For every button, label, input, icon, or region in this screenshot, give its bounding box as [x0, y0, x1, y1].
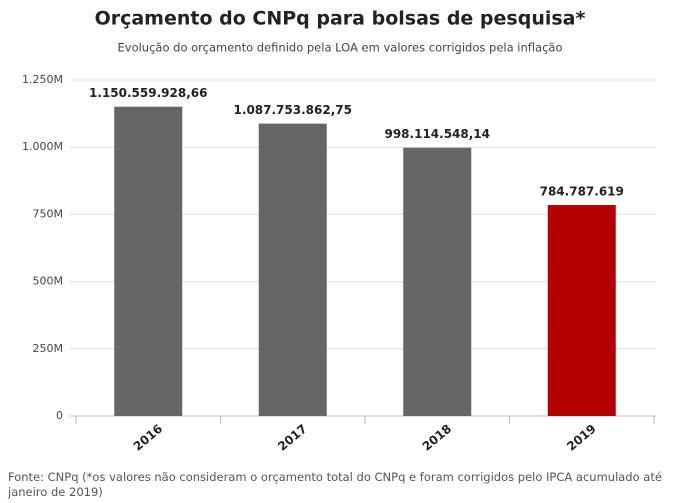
- bar: [114, 106, 183, 416]
- value-label: 998.114.548,14: [384, 127, 490, 141]
- y-tick-label: 1.000M: [22, 140, 63, 153]
- bar: [403, 147, 472, 417]
- y-tick-label: 0: [56, 409, 63, 422]
- value-label: 784.787.619: [540, 185, 624, 199]
- bar: [547, 205, 616, 416]
- value-label: 1.150.559.928,66: [89, 86, 207, 100]
- chart-subtitle: Evolução do orçamento definido pela LOA …: [118, 41, 563, 55]
- chart: Orçamento do CNPq para bolsas de pesquis…: [22, 8, 656, 454]
- source-note: Fonte: CNPq (*os valores não consideram …: [8, 470, 662, 499]
- y-tick-label: 1.250M: [22, 73, 63, 86]
- y-tick-label: 500M: [33, 275, 64, 288]
- chart-title: Orçamento do CNPq para bolsas de pesquis…: [95, 8, 586, 30]
- x-tick-label: 2017: [275, 422, 310, 454]
- value-label: 1.087.753.862,75: [234, 103, 352, 117]
- y-tick-label: 250M: [33, 342, 64, 355]
- y-tick-label: 750M: [33, 207, 64, 220]
- x-tick-label: 2019: [564, 422, 599, 454]
- bar: [258, 123, 327, 417]
- x-tick-label: 2016: [131, 422, 166, 454]
- x-tick-label: 2018: [420, 422, 455, 454]
